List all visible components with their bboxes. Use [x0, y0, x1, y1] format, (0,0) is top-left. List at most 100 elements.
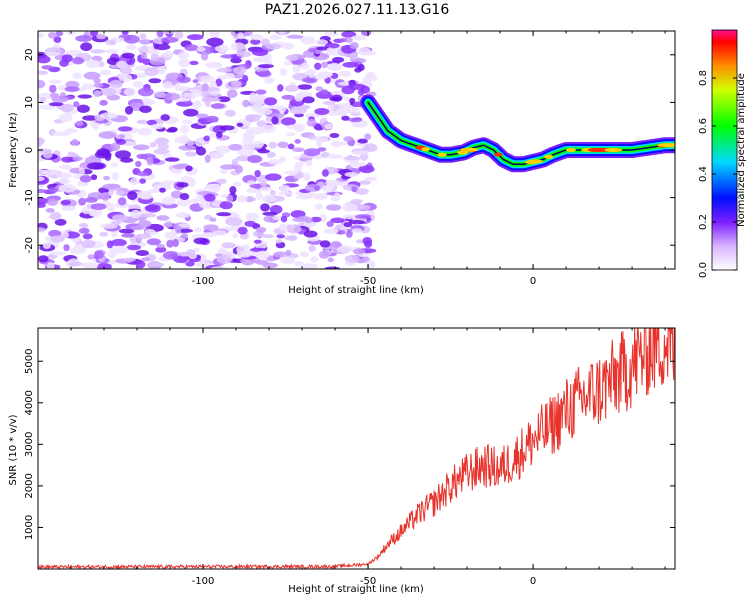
noise-speckle: [354, 162, 367, 167]
snr-ticks: -100 -50 0 1000 2000 3000 4000 5000: [24, 328, 675, 587]
noise-speckle: [137, 128, 153, 136]
noise-speckle: [123, 87, 136, 97]
noise-speckle: [129, 177, 140, 185]
noise-speckle: [278, 31, 287, 35]
noise-speckle: [244, 220, 256, 227]
noise-speckle: [139, 39, 153, 45]
noise-speckle: [42, 150, 53, 159]
noise-speckle: [47, 254, 58, 259]
noise-speckle: [320, 89, 329, 95]
noise-speckle: [188, 178, 196, 187]
noise-speckle: [195, 138, 205, 147]
noise-speckle: [209, 31, 220, 38]
noise-speckle: [211, 152, 224, 159]
noise-speckle: [86, 162, 105, 170]
noise-speckle: [201, 232, 217, 238]
noise-speckle: [294, 261, 304, 267]
noise-speckle: [217, 255, 232, 264]
noise-speckle: [203, 224, 219, 231]
noise-speckle: [364, 143, 378, 153]
noise-speckle: [164, 231, 178, 240]
noise-speckle: [178, 58, 190, 68]
noise-speckle: [343, 156, 361, 161]
noise-speckle: [38, 176, 45, 182]
noise-speckle: [259, 186, 273, 192]
noise-speckle: [329, 63, 340, 71]
noise-speckle: [236, 245, 249, 255]
noise-speckle: [98, 131, 117, 139]
noise-speckle: [348, 83, 366, 91]
noise-speckle: [75, 35, 93, 42]
noise-speckle: [137, 220, 152, 228]
noise-speckle: [48, 79, 63, 84]
noise-speckle: [327, 103, 334, 113]
noise-speckle: [146, 119, 157, 126]
noise-speckle: [262, 234, 275, 239]
noise-speckle: [72, 57, 85, 65]
noise-speckle: [142, 58, 151, 65]
noise-speckle: [201, 83, 209, 92]
noise-speckle: [175, 212, 191, 219]
noise-speckle: [262, 196, 277, 203]
noise-speckle: [73, 101, 80, 108]
noise-speckle: [181, 232, 189, 239]
noise-speckle: [277, 84, 284, 92]
noise-speckle: [100, 87, 117, 96]
noise-speckle: [90, 174, 98, 181]
noise-speckle: [341, 31, 357, 38]
noise-speckle: [342, 214, 358, 220]
noise-speckle: [176, 198, 192, 207]
noise-speckle: [236, 122, 244, 127]
noise-speckle: [361, 31, 372, 37]
noise-speckle: [214, 44, 230, 53]
noise-speckle: [268, 141, 277, 149]
noise-speckle: [193, 237, 209, 245]
noise-speckle: [357, 89, 365, 96]
colorbar: 0.0 0.2 0.4 0.6 0.8 Normalized spectral ampl…: [698, 29, 747, 278]
noise-speckle: [343, 97, 352, 102]
noise-speckle: [304, 218, 314, 224]
noise-speckle: [232, 66, 247, 75]
noise-speckle: [50, 211, 62, 221]
spectrogram-xtick-label: -100: [192, 276, 215, 287]
noise-speckle: [281, 42, 295, 50]
noise-speckle: [117, 197, 127, 206]
noise-speckle: [56, 172, 73, 179]
noise-speckle: [340, 37, 347, 43]
noise-speckle: [275, 239, 283, 244]
noise-speckle: [52, 131, 71, 137]
noise-speckle: [246, 180, 256, 185]
noise-speckle: [144, 205, 159, 211]
noise-speckle: [144, 67, 159, 77]
noise-speckle: [257, 149, 270, 154]
noise-speckle: [136, 171, 148, 177]
noise-speckle: [218, 75, 228, 80]
noise-speckle: [292, 64, 301, 74]
noise-speckle: [279, 184, 291, 193]
noise-speckle: [203, 135, 210, 142]
noise-speckle: [303, 148, 321, 157]
noise-speckle: [161, 180, 177, 186]
ridge-hotspot: [437, 152, 447, 157]
noise-speckle: [326, 183, 335, 188]
noise-speckle: [326, 220, 334, 228]
snr-xtick-label: 0: [530, 576, 536, 587]
noise-speckle: [161, 196, 176, 206]
noise-speckle: [266, 151, 276, 158]
noise-speckle: [189, 60, 199, 66]
noise-speckle: [243, 133, 255, 142]
noise-speckle: [256, 191, 263, 201]
noise-speckle: [303, 230, 318, 238]
noise-speckle: [144, 229, 156, 235]
noise-speckle: [224, 109, 236, 117]
noise-speckle: [362, 237, 373, 245]
noise-speckle: [180, 124, 189, 134]
noise-speckle: [178, 223, 191, 228]
noise-speckle: [130, 209, 142, 219]
noise-speckle: [349, 160, 358, 168]
noise-speckle: [349, 42, 359, 49]
noise-speckle: [247, 155, 263, 164]
noise-speckle: [121, 31, 129, 35]
noise-speckle: [253, 239, 262, 244]
noise-speckle: [135, 160, 142, 168]
